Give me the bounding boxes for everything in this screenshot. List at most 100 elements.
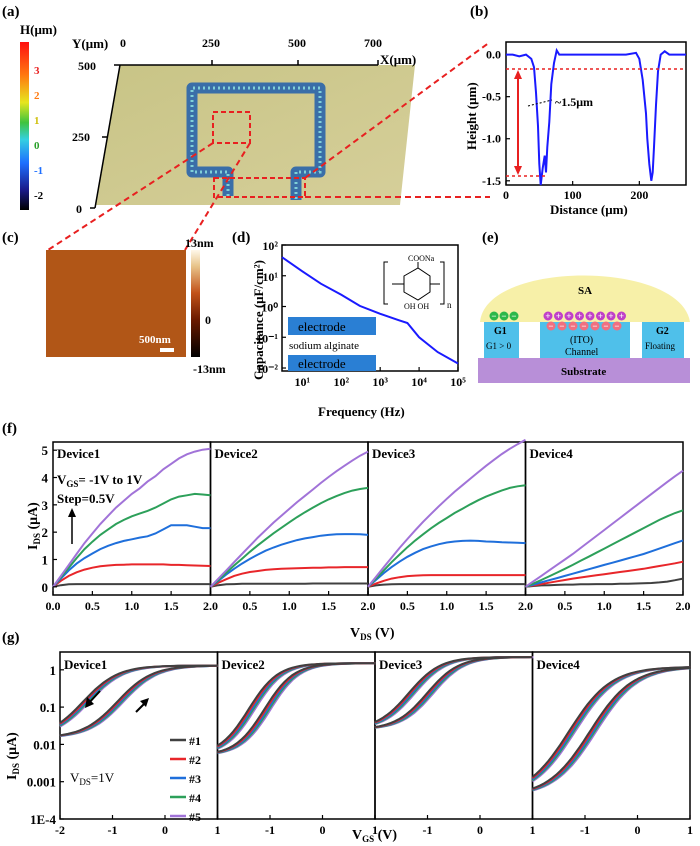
colorbar-title-a: H(μm) bbox=[20, 22, 57, 37]
x-tick-label-f: 1.0 bbox=[282, 599, 297, 613]
iv-curve-line bbox=[52, 583, 211, 588]
panel-g: (g) Device1 Device2 Device3 Device4 -2 -1 0 1 -… bbox=[2, 630, 693, 844]
cation-marker bbox=[606, 311, 616, 321]
g1-label: G1 bbox=[494, 326, 507, 337]
x-tick-label-b: 200 bbox=[630, 188, 648, 202]
y-tick-label-b: -1.0 bbox=[482, 132, 501, 146]
anion-sign: − bbox=[501, 311, 506, 321]
electron-sign: − bbox=[581, 321, 586, 331]
iv-curve-line bbox=[525, 509, 684, 588]
cation-marker bbox=[596, 311, 605, 321]
electron-marker bbox=[601, 321, 611, 331]
scale-bar bbox=[160, 348, 174, 352]
legend-label: #1 bbox=[189, 734, 201, 748]
x-tick-label-g: -1 bbox=[580, 823, 590, 837]
g1-electrode bbox=[484, 322, 519, 358]
x-tick-label-f: 0.5 bbox=[242, 599, 257, 613]
transfer-curve-line bbox=[531, 666, 691, 790]
electron-sign: − bbox=[559, 321, 564, 331]
x-tick-label-g: 1 bbox=[530, 823, 536, 837]
x-tick-label-g: 1 bbox=[687, 823, 693, 837]
y-tick-label-d: 10¹ bbox=[262, 270, 278, 284]
device-title-f: Device1 bbox=[57, 446, 100, 461]
panel-label-g: (g) bbox=[2, 630, 20, 646]
x-tick-label-g: 0 bbox=[162, 823, 168, 837]
x-tick-label-b: 0 bbox=[503, 188, 509, 202]
cation-marker bbox=[543, 311, 553, 321]
panel-label-d: (d) bbox=[232, 230, 250, 246]
vds-label: VDS=1V bbox=[70, 770, 115, 787]
vgs-range-label: VGS= -1V to 1V bbox=[57, 472, 143, 489]
afm-colorbar-max: 13nm bbox=[185, 236, 214, 250]
height-profile-line bbox=[506, 47, 686, 186]
iv-curve-line bbox=[210, 582, 368, 588]
scale-bar-label: 500nm bbox=[139, 334, 171, 346]
x-tick-label-g: -1 bbox=[108, 823, 118, 837]
x-tick-a: 250 bbox=[202, 36, 220, 50]
capacitance-line bbox=[281, 256, 459, 365]
x-tick-label-g: -1 bbox=[423, 823, 433, 837]
substrate-layer bbox=[478, 358, 690, 383]
g2-electrode bbox=[642, 322, 684, 358]
x-tick-label-f: 2.0 bbox=[676, 599, 691, 613]
electron-sign: − bbox=[570, 321, 575, 331]
x-axis-title-b: Distance (μm) bbox=[550, 202, 628, 217]
step-label: Step=0.5V bbox=[57, 491, 115, 506]
iv-curve-line bbox=[525, 577, 684, 588]
x-tick-a: 0 bbox=[120, 36, 126, 50]
electron-marker bbox=[557, 321, 567, 331]
transfer-curve-line bbox=[217, 662, 375, 754]
y-tick-label-d: 10⁰ bbox=[261, 301, 278, 315]
y-tick-label-b: -0.5 bbox=[482, 90, 501, 104]
y-tick-label-f: 3 bbox=[42, 498, 49, 513]
colorbar-tick: 2 bbox=[34, 90, 40, 102]
sodium-alginate-label: sodium alginate bbox=[289, 340, 359, 352]
transfer-curve-line bbox=[59, 664, 219, 737]
axis-title-x-a: X(μm) bbox=[380, 52, 416, 67]
y-tick-label-b: 0.0 bbox=[486, 48, 501, 62]
device-title-f: Device2 bbox=[215, 446, 258, 461]
colorbar-tick: 3 bbox=[34, 65, 40, 77]
x-tick-label-f: 1.0 bbox=[439, 599, 454, 613]
x-tick-label-f: 0.5 bbox=[400, 599, 415, 613]
plot-frame-f bbox=[524, 441, 684, 596]
ito-label: (ITO) bbox=[570, 335, 593, 346]
electron-marker bbox=[546, 321, 556, 331]
zoom-box-wide bbox=[213, 177, 306, 198]
iv-curve-line bbox=[367, 574, 526, 588]
electron-sign: − bbox=[548, 321, 553, 331]
y-axis-title-g: IDS (μA) bbox=[5, 732, 21, 780]
x-tick-label-f: 1.0 bbox=[124, 599, 139, 613]
y-tick-label-g: 1E-4 bbox=[30, 812, 57, 827]
device-title-g: Device4 bbox=[537, 657, 581, 672]
anion-sign: − bbox=[511, 311, 516, 321]
afm-colorbar bbox=[191, 250, 200, 357]
x-tick-label-g: 0 bbox=[635, 823, 641, 837]
x-tick-label-f: 1.0 bbox=[597, 599, 612, 613]
colorbar-tick: -2 bbox=[34, 190, 44, 202]
height-colorbar bbox=[20, 42, 29, 210]
panel-label-f: (f) bbox=[2, 421, 17, 437]
device-title-g: Device3 bbox=[379, 657, 423, 672]
electrode-bottom bbox=[288, 355, 376, 371]
x-tick-label-g: 0 bbox=[477, 823, 483, 837]
x-tick-label-f: 2.0 bbox=[203, 599, 218, 613]
device-title-f: Device3 bbox=[372, 446, 416, 461]
x-tick-a: 700 bbox=[364, 36, 382, 50]
afm-colorbar-min: -13nm bbox=[193, 362, 226, 376]
y-tick-a: 500 bbox=[78, 59, 96, 73]
iv-curve-line bbox=[209, 450, 369, 588]
y-tick-label-d: 10⁻² bbox=[256, 362, 278, 376]
x-tick-label-f: 1.5 bbox=[636, 599, 651, 613]
transfer-curve-line bbox=[531, 666, 691, 792]
g2-label: G2 bbox=[656, 326, 669, 337]
electron-sign: − bbox=[614, 321, 619, 331]
y-tick-label-d: 10² bbox=[262, 239, 278, 253]
x-tick-label-d: 10⁴ bbox=[411, 375, 427, 389]
electrode-top-label: electrode bbox=[298, 319, 346, 334]
cation-marker bbox=[575, 311, 584, 321]
anion-sign: − bbox=[491, 311, 496, 321]
channel-label: Channel bbox=[565, 347, 599, 358]
y-tick-label-f: 1 bbox=[42, 552, 49, 567]
